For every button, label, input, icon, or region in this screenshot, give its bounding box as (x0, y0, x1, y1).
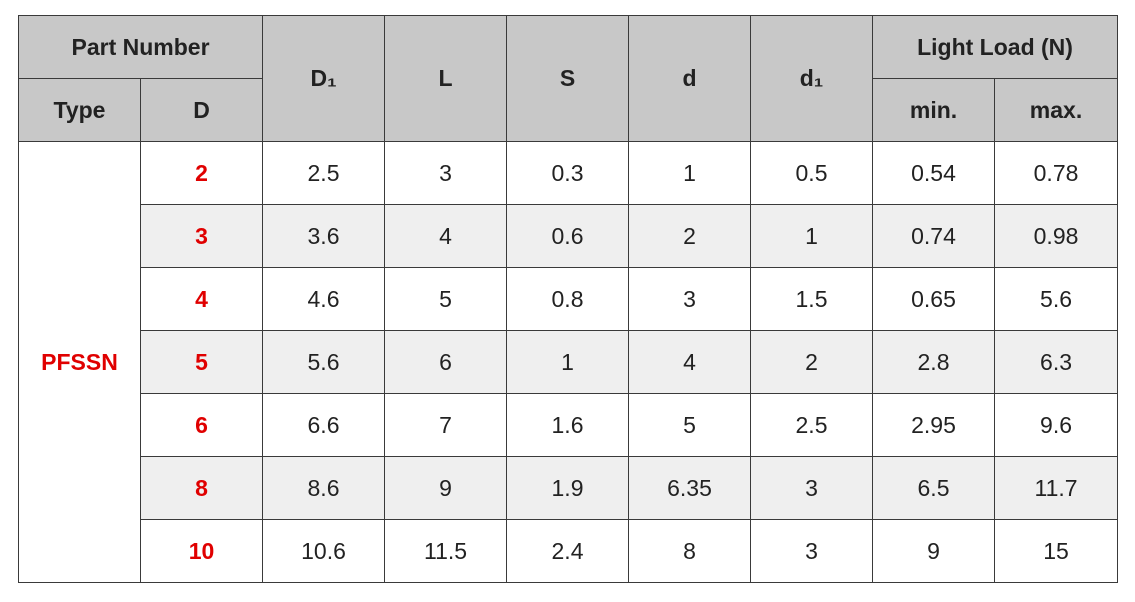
cell-l: 3 (384, 141, 508, 205)
spec-table: Part Number D₁ L S d d₁ Light Load (N) T… (17, 15, 1119, 583)
type-cell: PFSSN (18, 141, 141, 583)
cell-d-lower: 3 (628, 267, 752, 331)
cell-d1-lower: 2 (750, 330, 874, 394)
cell-max: 6.3 (994, 330, 1119, 394)
cell-l: 4 (384, 204, 508, 268)
header-min: min. (872, 78, 996, 142)
cell-d: 10 (139, 519, 264, 583)
cell-max: 11.7 (994, 456, 1119, 520)
cell-max: 0.98 (994, 204, 1119, 268)
cell-d-lower: 5 (628, 393, 752, 457)
cell-d1-upper: 10.6 (262, 519, 386, 583)
table-row: 3 3.6 4 0.6 2 1 0.74 0.98 (19, 204, 1119, 268)
cell-max: 5.6 (994, 267, 1119, 331)
header-light-load: Light Load (N) (872, 15, 1119, 79)
cell-d1-lower: 1.5 (750, 267, 874, 331)
cell-d1-lower: 3 (750, 456, 874, 520)
cell-d1-upper: 5.6 (262, 330, 386, 394)
header-row-2: Type D min. max. (18, 78, 1119, 142)
cell-d1-upper: 2.5 (262, 141, 386, 205)
cell-max: 9.6 (994, 393, 1119, 457)
cell-l: 7 (384, 393, 508, 457)
cell-d1-lower: 2.5 (750, 393, 874, 457)
header-max: max. (994, 78, 1119, 142)
cell-min: 2.95 (872, 393, 996, 457)
cell-d: 3 (139, 204, 264, 268)
cell-d1-lower: 0.5 (750, 141, 874, 205)
cell-d1-lower: 1 (750, 204, 874, 268)
cell-d: 8 (139, 456, 264, 520)
header-row-1: Part Number D₁ L S d d₁ Light Load (N) (17, 15, 1119, 142)
cell-max: 15 (994, 519, 1119, 583)
cell-l: 11.5 (384, 519, 508, 583)
cell-l: 9 (384, 456, 508, 520)
cell-l: 5 (384, 267, 508, 331)
cell-s: 0.3 (506, 141, 630, 205)
cell-l: 6 (384, 330, 508, 394)
header-d-lower-1: d₁ (750, 15, 874, 142)
table-row: 5 5.6 6 1 4 2 2.8 6.3 (19, 330, 1119, 394)
header-l: L (384, 15, 508, 142)
cell-min: 0.54 (872, 141, 996, 205)
cell-min: 2.8 (872, 330, 996, 394)
cell-min: 0.65 (872, 267, 996, 331)
cell-d-lower: 1 (628, 141, 752, 205)
header-part-number: Part Number (17, 15, 264, 79)
table-row: 8 8.6 9 1.9 6.35 3 6.5 11.7 (19, 456, 1119, 520)
table-row: 10 10.6 11.5 2.4 8 3 9 15 (19, 519, 1119, 583)
cell-s: 1 (506, 330, 630, 394)
cell-s: 1.9 (506, 456, 630, 520)
cell-d-lower: 4 (628, 330, 752, 394)
cell-d1-upper: 4.6 (262, 267, 386, 331)
table-row: PFSSN 2 2.5 3 0.3 1 0.5 0.54 0.78 (18, 141, 1119, 583)
cell-min: 9 (872, 519, 996, 583)
header-s: S (506, 15, 630, 142)
cell-min: 6.5 (872, 456, 996, 520)
cell-d-lower: 2 (628, 204, 752, 268)
cell-d: 6 (139, 393, 264, 457)
cell-s: 0.6 (506, 204, 630, 268)
cell-d: 2 (139, 141, 264, 205)
header-d-upper: D (139, 78, 264, 142)
cell-d1-upper: 3.6 (262, 204, 386, 268)
cell-d-lower: 6.35 (628, 456, 752, 520)
cell-s: 1.6 (506, 393, 630, 457)
cell-min: 0.74 (872, 204, 996, 268)
cell-d: 5 (139, 330, 264, 394)
cell-d-lower: 8 (628, 519, 752, 583)
header-d-upper-1: D₁ (262, 15, 386, 142)
cell-s: 2.4 (506, 519, 630, 583)
cell-d1-upper: 8.6 (262, 456, 386, 520)
cell-max: 0.78 (994, 141, 1119, 205)
table-row: 4 4.6 5 0.8 3 1.5 0.65 5.6 (19, 267, 1119, 331)
cell-d1-lower: 3 (750, 519, 874, 583)
cell-d: 4 (139, 267, 264, 331)
cell-s: 0.8 (506, 267, 630, 331)
cell-d1-upper: 6.6 (262, 393, 386, 457)
header-type: Type (18, 78, 141, 142)
table-row: 6 6.6 7 1.6 5 2.5 2.95 9.6 (19, 393, 1119, 457)
header-d-lower: d (628, 15, 752, 142)
table-body: PFSSN 2 2.5 3 0.3 1 0.5 0.54 0.78 3 3.6 … (18, 141, 1119, 583)
